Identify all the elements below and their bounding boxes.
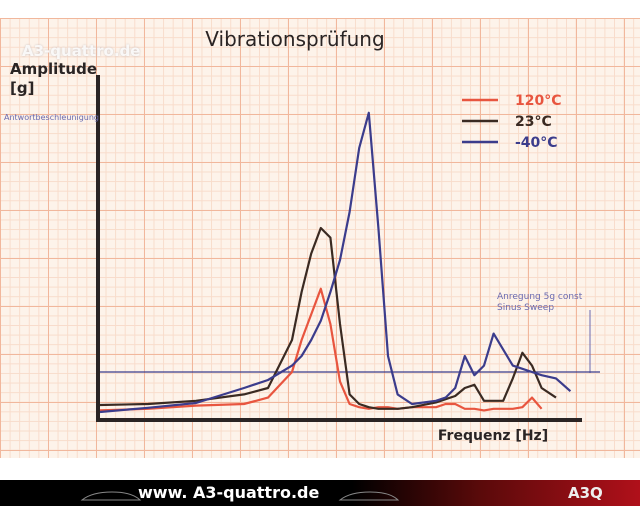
- chart-title: Vibrationsprüfung: [205, 27, 384, 51]
- chart: Vibrationsprüfung Frequenz [Hz] 120°C 23°…: [96, 27, 600, 444]
- car-icon: [338, 491, 400, 501]
- legend-label: 23°C: [515, 114, 552, 130]
- legend-label: -40°C: [515, 135, 558, 151]
- footer-logo: A3Q: [568, 484, 603, 502]
- y-axis-label: Amplitude [g]: [10, 60, 98, 97]
- series-line: [99, 226, 557, 410]
- annotation: Anregung 5g const Sinus Sweep: [497, 292, 583, 313]
- series-line: [99, 287, 543, 412]
- car-icon: [80, 491, 142, 501]
- footer: www. A3-quattro.de A3Q: [0, 480, 640, 506]
- graph-paper: [0, 18, 640, 458]
- x-axis-label: Frequenz [Hz]: [438, 428, 548, 444]
- series-line: [99, 111, 572, 414]
- watermark: A3-quattro.de: [22, 42, 141, 60]
- footer-art: [80, 491, 400, 501]
- plot-area: 120°C 23°C -40°C: [99, 93, 600, 414]
- legend-label: 120°C: [515, 93, 562, 109]
- footer-url: www. A3-quattro.de: [138, 483, 320, 502]
- annotation: Antwortbeschleunigung: [4, 113, 99, 122]
